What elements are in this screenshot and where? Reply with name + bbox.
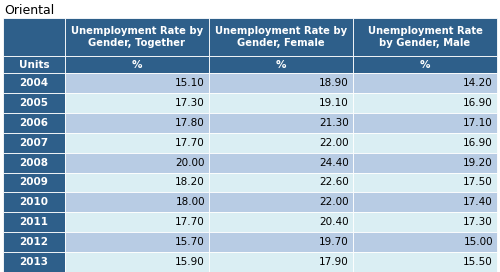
Bar	[209, 73, 353, 93]
Text: 19.20: 19.20	[463, 157, 493, 168]
Bar	[65, 252, 209, 272]
Bar	[65, 172, 209, 192]
Bar	[353, 113, 497, 133]
Bar	[3, 212, 65, 232]
Text: 2008: 2008	[20, 157, 48, 168]
Text: 22.00: 22.00	[320, 197, 349, 207]
Text: 14.20: 14.20	[463, 78, 493, 88]
Bar	[65, 212, 209, 232]
Text: 2013: 2013	[20, 257, 48, 267]
Bar	[209, 232, 353, 252]
Bar	[65, 232, 209, 252]
Bar	[209, 212, 353, 232]
Bar	[3, 113, 65, 133]
Text: 15.00: 15.00	[464, 237, 493, 247]
Text: 2009: 2009	[20, 177, 48, 187]
Bar	[353, 192, 497, 212]
Text: 17.40: 17.40	[463, 197, 493, 207]
Text: 18.90: 18.90	[320, 78, 349, 88]
Bar	[209, 18, 353, 56]
Bar	[209, 56, 353, 73]
Bar	[65, 93, 209, 113]
Text: 17.70: 17.70	[176, 138, 205, 148]
Bar	[353, 133, 497, 153]
Text: 2005: 2005	[20, 98, 48, 108]
Bar	[209, 172, 353, 192]
Bar	[3, 73, 65, 93]
Bar	[209, 93, 353, 113]
Text: 18.00: 18.00	[176, 197, 205, 207]
Bar	[353, 18, 497, 56]
Text: 17.10: 17.10	[463, 118, 493, 128]
Text: 17.70: 17.70	[176, 217, 205, 227]
Text: 16.90: 16.90	[463, 138, 493, 148]
Bar	[3, 232, 65, 252]
Text: Units: Units	[18, 60, 50, 70]
Text: 18.20: 18.20	[176, 177, 205, 187]
Text: 2004: 2004	[20, 78, 48, 88]
Text: 19.70: 19.70	[320, 237, 349, 247]
Bar	[3, 192, 65, 212]
Text: 17.30: 17.30	[176, 98, 205, 108]
Bar	[3, 153, 65, 172]
Bar	[353, 153, 497, 172]
Text: 15.10: 15.10	[176, 78, 205, 88]
Text: Unemployment Rate by
Gender, Female: Unemployment Rate by Gender, Female	[215, 26, 347, 48]
Bar	[353, 212, 497, 232]
Bar	[353, 232, 497, 252]
Text: Unemployment Rate by
Gender, Together: Unemployment Rate by Gender, Together	[71, 26, 203, 48]
Text: 2011: 2011	[20, 217, 48, 227]
Bar	[65, 73, 209, 93]
Text: 20.40: 20.40	[320, 217, 349, 227]
Bar	[209, 252, 353, 272]
Bar	[353, 73, 497, 93]
Text: 17.90: 17.90	[320, 257, 349, 267]
Text: 22.00: 22.00	[320, 138, 349, 148]
Bar	[353, 56, 497, 73]
Bar	[65, 133, 209, 153]
Text: 2010: 2010	[20, 197, 48, 207]
Text: 21.30: 21.30	[320, 118, 349, 128]
Text: %: %	[276, 60, 286, 70]
Text: 22.60: 22.60	[320, 177, 349, 187]
Text: Unemployment Rate
by Gender, Male: Unemployment Rate by Gender, Male	[368, 26, 482, 48]
Text: 15.90: 15.90	[176, 257, 205, 267]
Bar	[353, 93, 497, 113]
Text: 24.40: 24.40	[320, 157, 349, 168]
Text: 17.80: 17.80	[176, 118, 205, 128]
Text: 2012: 2012	[20, 237, 48, 247]
Text: 17.50: 17.50	[463, 177, 493, 187]
Text: 15.70: 15.70	[176, 237, 205, 247]
Bar	[65, 113, 209, 133]
Bar	[209, 133, 353, 153]
Text: %: %	[420, 60, 430, 70]
Bar	[3, 93, 65, 113]
Bar	[209, 153, 353, 172]
Bar	[3, 18, 65, 56]
Text: Oriental: Oriental	[4, 4, 54, 17]
Text: %: %	[132, 60, 142, 70]
Bar	[353, 172, 497, 192]
Bar	[65, 153, 209, 172]
Text: 20.00: 20.00	[176, 157, 205, 168]
Bar	[3, 172, 65, 192]
Text: 2007: 2007	[20, 138, 48, 148]
Text: 15.50: 15.50	[463, 257, 493, 267]
Bar	[3, 133, 65, 153]
Text: 2006: 2006	[20, 118, 48, 128]
Bar	[209, 113, 353, 133]
Bar	[3, 252, 65, 272]
Bar	[3, 56, 65, 73]
Bar	[65, 56, 209, 73]
Text: 16.90: 16.90	[463, 98, 493, 108]
Text: 17.30: 17.30	[463, 217, 493, 227]
Bar	[65, 192, 209, 212]
Bar	[209, 192, 353, 212]
Bar	[353, 252, 497, 272]
Text: 19.10: 19.10	[320, 98, 349, 108]
Bar	[65, 18, 209, 56]
